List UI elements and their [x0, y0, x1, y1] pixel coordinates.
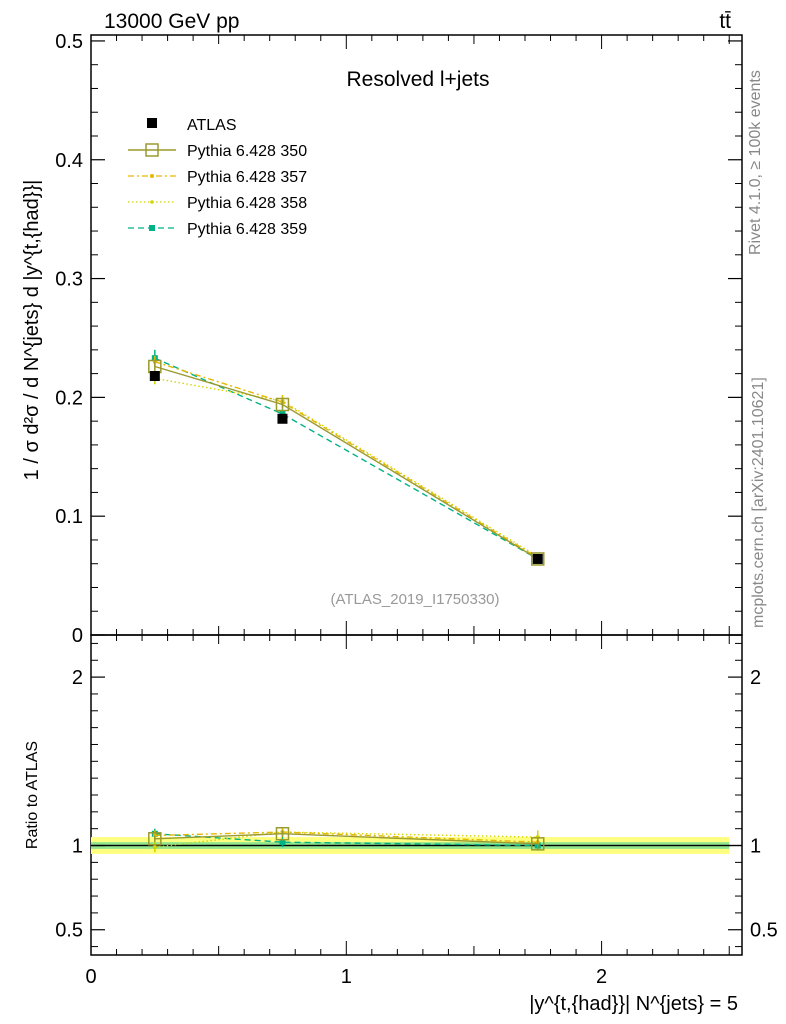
header-energy-label: 13000 GeV pp [104, 10, 239, 33]
main-pythia-357-line [154, 361, 539, 559]
legend-marker-350 [145, 143, 159, 157]
legend-label-357: Pythia 6.428 357 [187, 169, 307, 186]
x-axis-label: |y^{t,{had}}| N^{jets} = 5 [529, 993, 738, 1015]
legend-label-359: Pythia 6.428 359 [187, 221, 307, 238]
x-tick-label: 2 [596, 966, 607, 988]
rivet-version-label: Rivet 4.1.0, ≥ 100k events [747, 70, 764, 255]
ratio-pythia-359-point [279, 839, 286, 846]
ratio-y-axis-label: Ratio to ATLAS [24, 741, 41, 849]
ratio-y-tick-label: 2 [72, 667, 83, 689]
ratio-pythia-358-point [152, 845, 157, 850]
main-atlas-point [149, 370, 160, 381]
main-atlas-point [277, 413, 288, 424]
x-tick-label: 1 [341, 966, 352, 988]
main-y-tick-label: 0.5 [55, 31, 83, 53]
main-y-tick-label: 0.1 [55, 506, 83, 528]
x-tick-label: 0 [85, 966, 96, 988]
legend-marker-359 [149, 225, 155, 231]
main-pythia-350-point [275, 397, 290, 412]
main-plot-title: Resolved l+jets [347, 68, 490, 91]
ratio-y-tick-label-right: 1 [750, 836, 761, 858]
ratio-pythia-350-point [275, 826, 290, 841]
ratio-pythia-350-point [148, 832, 162, 846]
main-y-tick-label: 0.2 [55, 387, 83, 409]
main-axis-ticks: 0 0.1 0.2 0.3 0.4 0.5 [55, 31, 742, 647]
ratio-plot-frame [90, 634, 743, 956]
main-pythia-359-line [154, 357, 539, 560]
legend: ATLAS Pythia 6.428 350 Pythia 6.428 357 … [128, 117, 307, 238]
analysis-id-label: (ATLAS_2019_I1750330) [330, 591, 499, 608]
header-process-label: tt̄ [719, 10, 731, 33]
main-pythia-350-point [531, 552, 545, 566]
ratio-pythia-350-point [531, 837, 545, 851]
main-pythia-358-line [154, 377, 539, 558]
ratio-uncertainty-band [91, 837, 742, 854]
legend-label-atlas: ATLAS [187, 117, 237, 134]
main-y-tick-label: 0.3 [55, 269, 83, 291]
main-y-tick-label: 0 [72, 625, 83, 647]
ratio-data-marks [148, 826, 545, 853]
main-y-axis-label: 1 / σ d²σ / d N^{jets} d |y^{t,{had}}| [21, 180, 43, 481]
main-data-marks [148, 349, 545, 566]
legend-marker-358 [150, 200, 154, 204]
mcplots-label: mcplots.cern.ch [arXiv:2401.10621] [750, 377, 767, 628]
legend-label-358: Pythia 6.428 358 [187, 195, 307, 212]
legend-marker-atlas [147, 118, 157, 128]
legend-marker-357 [150, 174, 154, 178]
main-atlas-point [532, 553, 543, 564]
ratio-y-tick-label: 1 [72, 836, 83, 858]
ratio-y-tick-label-right: 0.5 [750, 920, 778, 942]
ratio-axis-ticks: 0.5 0.5 1 1 2 2 0 1 2 [55, 635, 778, 988]
ratio-y-tick-label: 0.5 [55, 920, 83, 942]
legend-label-350: Pythia 6.428 350 [187, 143, 307, 160]
main-pythia-350-line [154, 365, 539, 560]
ratio-y-tick-label-right: 2 [750, 667, 761, 689]
main-y-tick-label: 0.4 [55, 150, 83, 172]
